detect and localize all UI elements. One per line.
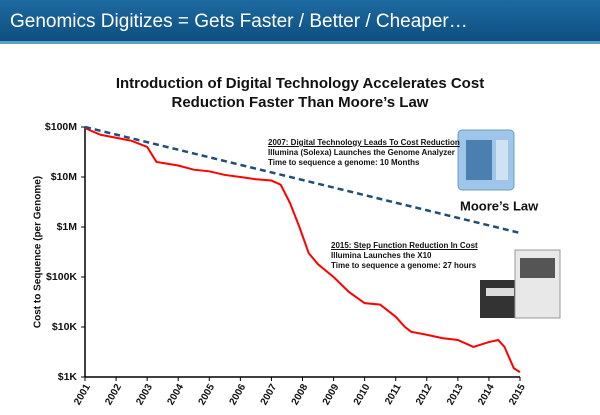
- slide-title: Genomics Digitizes = Gets Faster / Bette…: [0, 0, 600, 44]
- x-tick-label: 2002: [103, 382, 124, 407]
- x-tick-label: 2013: [445, 382, 466, 407]
- annotation-line: Illumina Launches the X10: [331, 251, 432, 260]
- x-tick-label: 2012: [414, 382, 435, 407]
- annotation-heading: 2007: Digital Technology Leads To Cost R…: [268, 138, 460, 147]
- x-tick-label: 2011: [383, 382, 404, 407]
- annotation-line: Time to sequence a genome: 27 hours: [331, 261, 477, 270]
- annotation: 2007: Digital Technology Leads To Cost R…: [268, 138, 468, 168]
- annotation-line: Illumina (Solexa) Launches the Genome An…: [268, 148, 455, 157]
- y-tick-label: $1K: [58, 371, 78, 383]
- y-axis-label: Cost to Sequence (per Genome): [33, 176, 44, 328]
- x-tick-label: 2006: [228, 382, 249, 407]
- x-tick-label: 2009: [321, 382, 342, 407]
- y-tick-label: $10K: [52, 321, 78, 333]
- chart-title: Introduction of Digital Technology Accel…: [115, 75, 485, 111]
- series-line: [84, 125, 521, 235]
- x-tick-label: 2004: [165, 382, 186, 407]
- annotation-heading: 2015: Step Function Reduction In Cost: [331, 241, 478, 250]
- series-label: Moore’s Law: [460, 198, 539, 213]
- y-tick-label: $1M: [57, 221, 78, 233]
- y-tick-label: $100K: [46, 271, 77, 283]
- annotation: 2015: Step Function Reduction In Cost Ill…: [331, 241, 491, 271]
- x-tick-label: 2007: [259, 382, 280, 407]
- y-tick-label: $10M: [51, 171, 78, 183]
- annotation-line: Time to sequence a genome: 10 Months: [268, 158, 420, 167]
- x-tick-label: 2005: [197, 382, 218, 407]
- x-tick-label: 2003: [134, 382, 155, 407]
- x-tick-label: 2008: [290, 382, 311, 407]
- sequencer-image: [457, 129, 515, 191]
- x-tick-label: 2014: [476, 382, 497, 407]
- x-tick-label: 2015: [507, 382, 528, 407]
- x-tick-label: 2010: [352, 382, 373, 407]
- series-line: [84, 127, 521, 373]
- y-tick-label: $100M: [45, 121, 77, 133]
- sequencer-image: [480, 249, 561, 319]
- x-tick-label: 2001: [72, 382, 93, 407]
